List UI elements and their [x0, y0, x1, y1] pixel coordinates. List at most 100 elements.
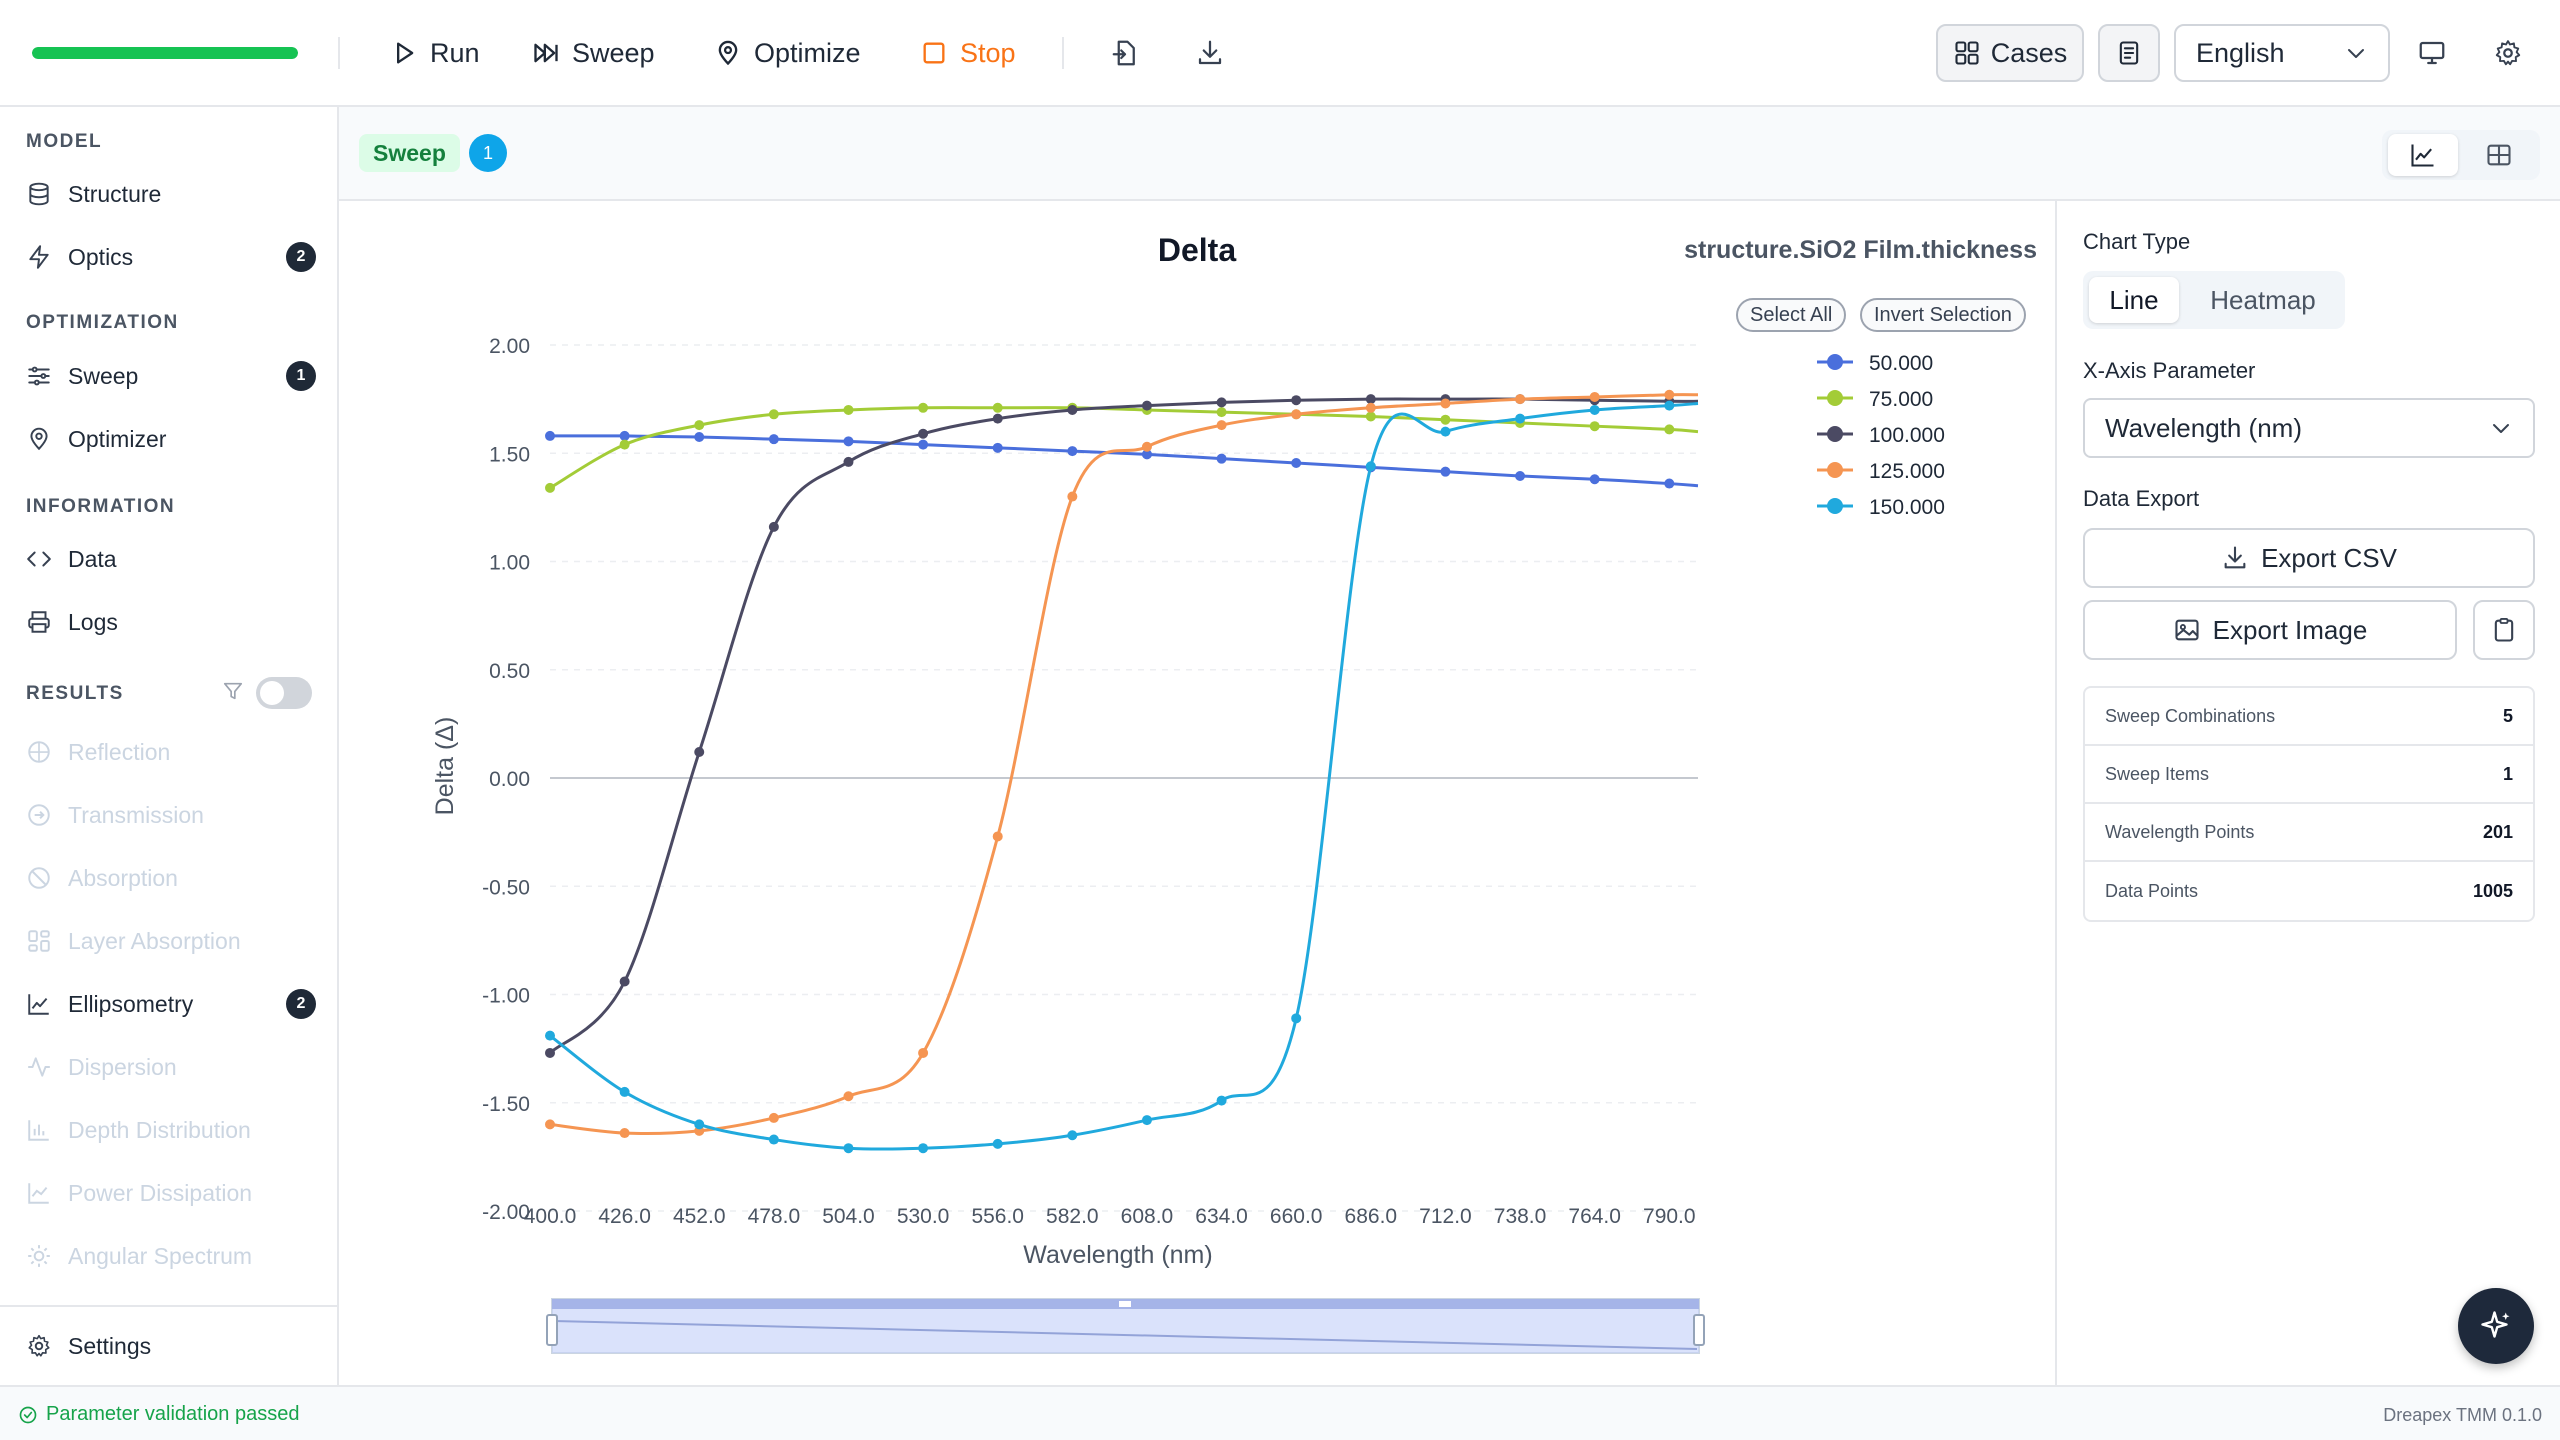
sidebar-item-settings[interactable]: Settings [26, 1323, 316, 1369]
y-tick-label: 1.50 [489, 443, 530, 466]
data-zoom-slider[interactable] [546, 1298, 1705, 1354]
reflection-icon [28, 741, 50, 763]
data-point [1664, 389, 1675, 400]
chart-view-button[interactable] [2388, 134, 2458, 176]
sidebar-item-label: Sweep [68, 362, 139, 389]
sidebar-item-label: Optimizer [68, 425, 167, 452]
zoom-center-grip[interactable] [1119, 1301, 1131, 1307]
data-point [1515, 470, 1526, 481]
fast-forward-icon [534, 43, 558, 63]
ai-assistant-button[interactable] [2458, 1288, 2534, 1364]
sidebar-item-label: Optics [68, 243, 134, 270]
image-icon [2175, 619, 2199, 641]
data-point [1589, 474, 1600, 485]
optimize-label: Optimize [754, 37, 861, 68]
sidebar-item-structure[interactable]: Structure [26, 171, 316, 217]
zoom-left-handle[interactable] [546, 1314, 558, 1346]
optimize-button[interactable]: Optimize [714, 30, 861, 76]
data-point [1141, 1115, 1152, 1126]
sidebar-item-sweep[interactable]: Sweep 1 [26, 353, 316, 399]
legend-swatch-marker [1827, 390, 1843, 406]
toolbar: Run Sweep Optimize Stop Cases Engli [0, 0, 2560, 107]
chart-type-heatmap-button[interactable]: Heatmap [2210, 284, 2316, 315]
data-point [992, 442, 1003, 453]
data-point [694, 420, 705, 431]
section-information-title: INFORMATION [26, 496, 176, 517]
y-tick-label: -1.00 [482, 985, 530, 1008]
layers-icon [28, 930, 50, 952]
data-point [768, 434, 779, 445]
section-optimization-title: OPTIMIZATION [26, 312, 179, 333]
stat-row: Sweep Items 1 [2085, 746, 2533, 804]
invert-selection-button[interactable]: Invert Selection [1860, 298, 2026, 332]
sidebar-item-optimizer[interactable]: Optimizer [26, 416, 316, 462]
data-point [694, 1119, 705, 1130]
sidebar-item-logs[interactable]: Logs [26, 599, 316, 645]
data-point [1664, 424, 1675, 435]
clipboard-icon [2494, 617, 2514, 642]
data-point [1365, 411, 1376, 422]
sweep-tag[interactable]: Sweep [359, 134, 460, 172]
sidebar-item-data[interactable]: Data [26, 536, 316, 582]
export-csv-button[interactable]: Export CSV [2083, 528, 2535, 588]
data-point [545, 1047, 555, 1058]
status-message: Parameter validation passed [46, 1403, 300, 1425]
sidebar-item-optics[interactable]: Optics 2 [26, 234, 316, 280]
data-point [545, 430, 555, 441]
data-point [992, 413, 1003, 424]
x-axis-parameter-label: X-Axis Parameter [2083, 358, 2256, 383]
chart-type-label: Chart Type [2083, 229, 2191, 254]
copy-image-button[interactable] [2473, 600, 2535, 660]
display-button[interactable] [2415, 36, 2449, 70]
chart-settings-panel: Chart Type Line Heatmap X-Axis Parameter… [2055, 201, 2560, 1385]
sweep-button[interactable]: Sweep [532, 30, 655, 76]
sidebar-item-label: Logs [68, 608, 118, 635]
x-tick-label: 790.0 [1643, 1205, 1696, 1228]
stat-row: Wavelength Points 201 [2085, 804, 2533, 862]
transmission-icon [28, 804, 50, 826]
sidebar-item-label: Transmission [68, 801, 204, 828]
stop-button[interactable]: Stop [920, 30, 1016, 76]
line-chart-icon [28, 994, 49, 1015]
zoom-right-handle[interactable] [1693, 1314, 1705, 1346]
run-button[interactable]: Run [390, 30, 480, 76]
sidebar-item-depth-distribution[interactable]: Depth Distribution [26, 1107, 316, 1153]
stat-value: 201 [2482, 821, 2513, 842]
legend-swatch-marker [1827, 354, 1843, 370]
sidebar-item-angular-spectrum[interactable]: Angular Spectrum [26, 1233, 316, 1279]
x-axis-parameter-select[interactable]: Wavelength (nm) [2083, 398, 2535, 458]
sidebar-item-power-dissipation[interactable]: Power Dissipation [26, 1170, 316, 1216]
chevron-down-icon [2493, 424, 2509, 433]
language-value: English [2196, 37, 2285, 68]
sidebar-item-label: Data [68, 545, 117, 572]
sidebar-item-label: Depth Distribution [68, 1116, 251, 1143]
grid-layer [550, 344, 1698, 1212]
sidebar-item-reflection[interactable]: Reflection [26, 729, 316, 775]
gear-icon [2495, 40, 2521, 66]
sidebar-item-label: Dispersion [68, 1053, 177, 1080]
download-button[interactable] [1193, 36, 1227, 70]
sidebar-item-absorption[interactable]: Absorption [26, 855, 316, 901]
sidebar-item-ellipsometry[interactable]: Ellipsometry 2 [26, 981, 316, 1027]
filter-icon[interactable] [222, 680, 244, 702]
toolbar-divider [338, 37, 340, 69]
y-tick-label: 1.00 [489, 552, 530, 575]
notes-button[interactable] [2098, 24, 2160, 82]
sidebar-item-dispersion[interactable]: Dispersion [26, 1044, 316, 1090]
data-point [1440, 414, 1451, 425]
export-image-button[interactable]: Export Image [2083, 600, 2457, 660]
select-all-button[interactable]: Select All [1736, 298, 1847, 332]
sidebar-item-label: Layer Absorption [68, 927, 241, 954]
table-view-button[interactable] [2464, 134, 2534, 176]
import-button[interactable] [1108, 36, 1142, 70]
settings-button[interactable] [2491, 36, 2525, 70]
sidebar-item-transmission[interactable]: Transmission [26, 792, 316, 838]
legend-swatch-marker [1827, 426, 1843, 442]
sidebar-item-layer-absorption[interactable]: Layer Absorption [26, 918, 316, 964]
chart-type-line-button[interactable]: Line [2089, 277, 2179, 323]
sweep-label: Sweep [572, 37, 655, 68]
cases-button[interactable]: Cases [1936, 24, 2084, 82]
language-select[interactable]: English [2174, 24, 2390, 82]
data-point [1067, 446, 1078, 457]
results-filter-toggle[interactable] [256, 677, 312, 709]
